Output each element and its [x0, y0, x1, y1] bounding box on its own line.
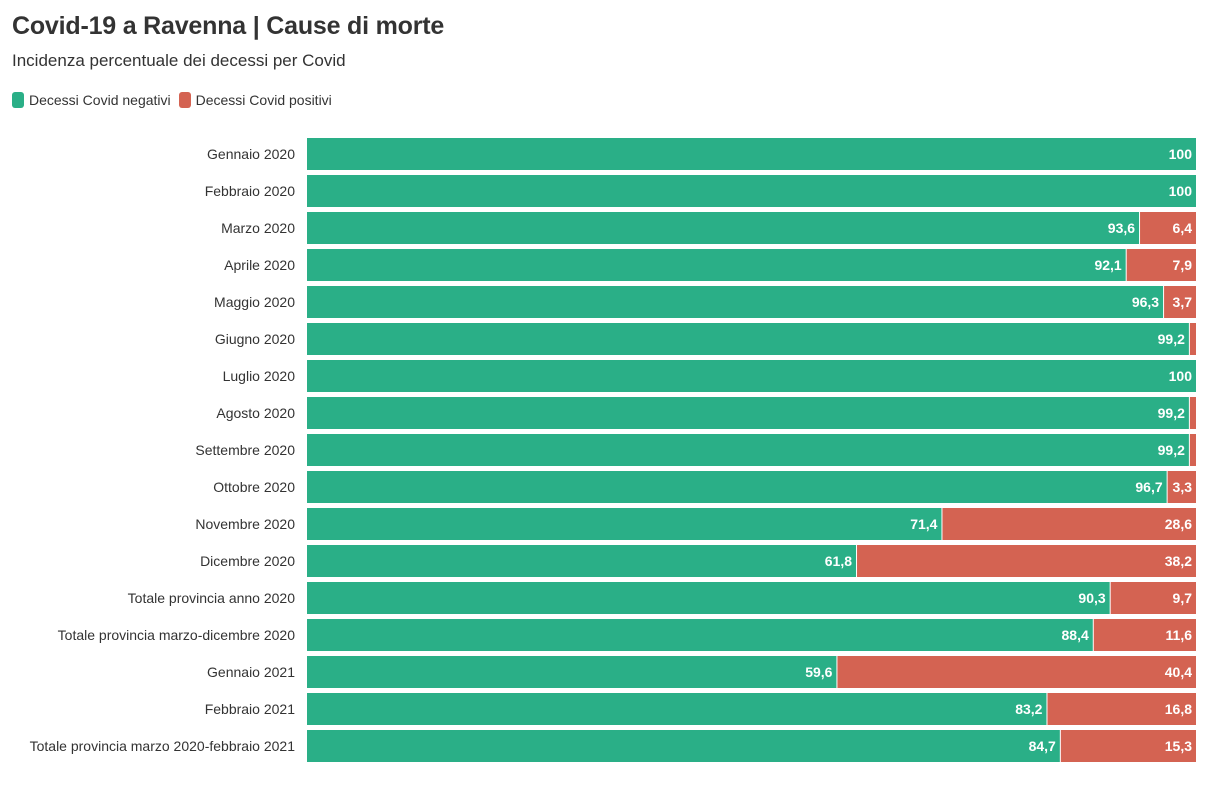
value-label-positivi: 7,9 — [1173, 257, 1193, 273]
value-label-positivi: 16,8 — [1165, 701, 1192, 717]
bar-negativi[interactable] — [307, 471, 1167, 503]
category-label: Luglio 2020 — [223, 368, 296, 384]
bar-positivi[interactable] — [1047, 693, 1196, 725]
bar-positivi[interactable] — [1189, 434, 1196, 466]
value-label-positivi: 3,7 — [1173, 294, 1193, 310]
value-label-negativi: 92,1 — [1094, 257, 1121, 273]
chart-subtitle: Incidenza percentuale dei decessi per Co… — [12, 51, 346, 70]
bar-negativi[interactable] — [307, 619, 1093, 651]
bar-positivi[interactable] — [1164, 286, 1196, 318]
bar-negativi[interactable] — [307, 286, 1164, 318]
category-label: Giugno 2020 — [215, 331, 295, 347]
bar-negativi[interactable] — [307, 360, 1196, 392]
value-label-positivi: 6,4 — [1173, 220, 1193, 236]
value-label-negativi: 84,7 — [1029, 738, 1056, 754]
bar-negativi[interactable] — [307, 249, 1126, 281]
value-label-negativi: 83,2 — [1015, 701, 1042, 717]
value-label-positivi: 40,4 — [1165, 664, 1192, 680]
bar-positivi[interactable] — [1189, 397, 1196, 429]
bar-positivi[interactable] — [1110, 582, 1196, 614]
value-label-negativi: 99,2 — [1158, 331, 1185, 347]
bar-negativi[interactable] — [307, 730, 1060, 762]
bar-positivi[interactable] — [942, 508, 1196, 540]
category-label: Marzo 2020 — [221, 220, 295, 236]
legend-item-negativi[interactable]: Decessi Covid negativi — [12, 92, 171, 108]
bar-negativi[interactable] — [307, 545, 857, 577]
bar-positivi[interactable] — [1093, 619, 1196, 651]
bar-negativi[interactable] — [307, 508, 942, 540]
bar-positivi[interactable] — [1167, 471, 1196, 503]
value-label-positivi: 15,3 — [1165, 738, 1192, 754]
category-label: Ottobre 2020 — [213, 479, 295, 495]
category-label: Totale provincia marzo 2020-febbraio 202… — [30, 738, 296, 754]
category-label: Dicembre 2020 — [200, 553, 295, 569]
value-label-positivi: 11,6 — [1166, 627, 1193, 643]
category-label: Agosto 2020 — [216, 405, 295, 421]
category-label: Gennaio 2020 — [207, 146, 295, 162]
legend-label-negativi: Decessi Covid negativi — [29, 92, 171, 108]
bar-negativi[interactable] — [307, 138, 1196, 170]
category-label: Totale provincia anno 2020 — [128, 590, 296, 606]
bar-negativi[interactable] — [307, 582, 1110, 614]
value-label-negativi: 99,2 — [1158, 405, 1185, 421]
bar-negativi[interactable] — [307, 693, 1047, 725]
bar-positivi[interactable] — [1140, 212, 1196, 244]
bar-positivi[interactable] — [1189, 323, 1196, 355]
value-label-negativi: 61,8 — [825, 553, 852, 569]
value-label-positivi: 38,2 — [1165, 553, 1192, 569]
bar-negativi[interactable] — [307, 212, 1140, 244]
bar-positivi[interactable] — [1060, 730, 1196, 762]
category-label: Settembre 2020 — [195, 442, 295, 458]
category-label: Febbraio 2021 — [205, 701, 296, 717]
value-label-negativi: 100 — [1169, 183, 1193, 199]
legend-swatch-negativi — [12, 92, 24, 108]
value-label-negativi: 96,7 — [1135, 479, 1162, 495]
chart-title: Covid-19 a Ravenna | Cause di morte — [12, 12, 445, 40]
bar-negativi[interactable] — [307, 175, 1196, 207]
bar-negativi[interactable] — [307, 323, 1189, 355]
value-label-negativi: 90,3 — [1078, 590, 1105, 606]
value-label-negativi: 96,3 — [1132, 294, 1159, 310]
legend-swatch-positivi — [178, 92, 191, 108]
value-label-negativi: 99,2 — [1158, 442, 1185, 458]
category-label: Maggio 2020 — [214, 294, 295, 310]
bar-positivi[interactable] — [857, 545, 1196, 577]
category-label: Gennaio 2021 — [207, 664, 295, 680]
value-label-negativi: 100 — [1169, 368, 1193, 384]
bar-negativi[interactable] — [307, 434, 1189, 466]
value-label-positivi: 3,3 — [1173, 479, 1193, 495]
value-label-positivi: 9,7 — [1173, 590, 1193, 606]
legend-label-positivi: Decessi Covid positivi — [195, 92, 332, 108]
value-label-negativi: 100 — [1169, 146, 1193, 162]
value-label-negativi: 93,6 — [1108, 220, 1135, 236]
legend: Decessi Covid negativi Decessi Covid pos… — [12, 92, 340, 108]
value-label-negativi: 71,4 — [910, 516, 937, 532]
category-label: Totale provincia marzo-dicembre 2020 — [58, 627, 296, 643]
category-label: Febbraio 2020 — [205, 183, 296, 199]
bar-positivi[interactable] — [837, 656, 1196, 688]
legend-item-positivi[interactable]: Decessi Covid positivi — [178, 92, 332, 108]
value-label-positivi: 28,6 — [1165, 516, 1192, 532]
value-label-negativi: 88,4 — [1062, 627, 1089, 643]
category-label: Novembre 2020 — [195, 516, 295, 532]
category-label: Aprile 2020 — [224, 257, 295, 273]
bar-negativi[interactable] — [307, 656, 837, 688]
value-label-negativi: 59,6 — [805, 664, 832, 680]
bar-negativi[interactable] — [307, 397, 1189, 429]
bar-positivi[interactable] — [1126, 249, 1196, 281]
